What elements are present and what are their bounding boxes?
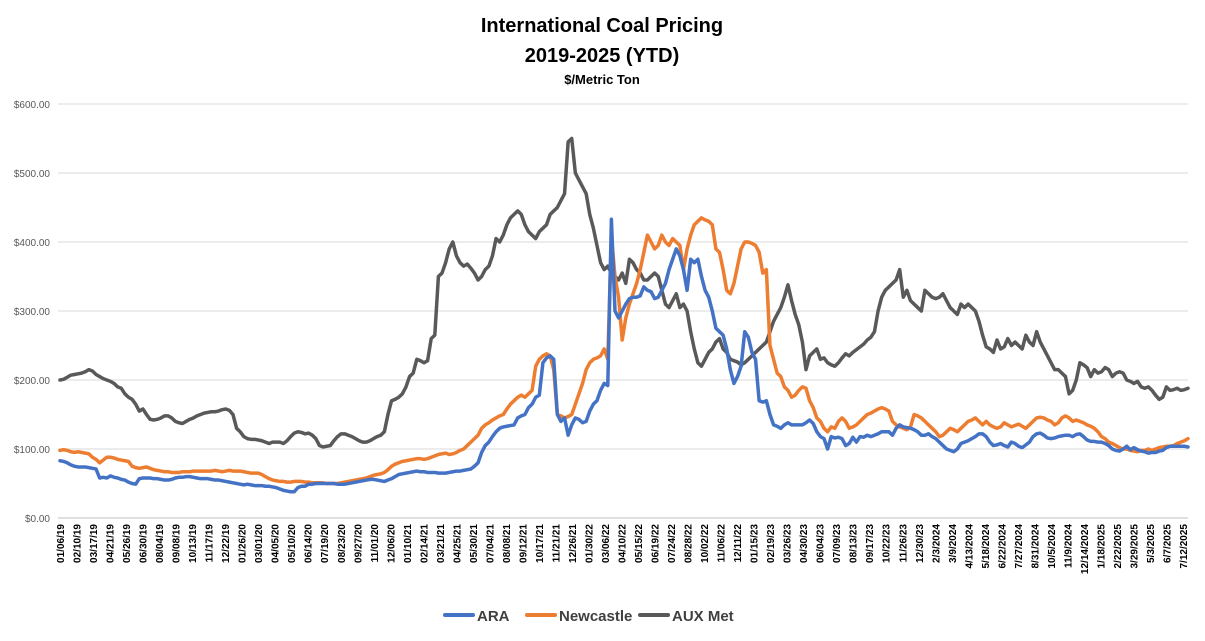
series-line-aux-met (58, 136, 1190, 449)
x-tick-label: 03/21/21 (436, 524, 447, 563)
x-tick-label: 08/04/19 (155, 524, 166, 563)
x-tick-label: 01/06/19 (56, 524, 67, 563)
x-tick-label: 08/28/22 (684, 524, 695, 563)
x-tick-label: 09/27/20 (353, 524, 364, 563)
x-tick-label: 04/21/19 (106, 524, 117, 563)
x-tick-label: 12/30/23 (915, 524, 926, 563)
x-tick-label: 11/21/21 (551, 524, 562, 563)
x-tick-label: 11/26/23 (898, 524, 909, 563)
x-tick-label: 04/30/23 (799, 524, 810, 563)
chart-subtitle: 2019-2025 (YTD) (525, 45, 680, 67)
x-tick-label: 7/12/2025 (1179, 524, 1190, 569)
x-tick-label: 11/06/22 (717, 524, 728, 563)
x-tick-label: 02/10/19 (73, 524, 84, 563)
x-tick-label: 06/19/22 (651, 524, 662, 563)
x-tick-label: 3/9/2024 (948, 524, 959, 563)
x-tick-label: 05/30/21 (469, 524, 480, 563)
x-tick-label: 10/17/21 (535, 524, 546, 563)
series-lines (58, 136, 1190, 494)
x-tick-label: 05/10/20 (287, 524, 298, 563)
x-tick-label: 3/29/2025 (1129, 524, 1140, 569)
x-tick-label: 11/9/2024 (1063, 524, 1074, 568)
x-tick-label: 03/06/22 (601, 524, 612, 563)
x-tick-label: 04/05/20 (271, 524, 282, 563)
x-tick-label: 10/5/2024 (1047, 524, 1058, 569)
y-tick-label: $200.00 (14, 376, 51, 387)
x-tick-label: 08/23/20 (337, 524, 348, 563)
x-tick-label: 2/22/2025 (1113, 524, 1124, 569)
x-tick-label: 12/22/19 (221, 524, 232, 563)
x-tick-label: 10/13/19 (188, 524, 199, 563)
x-axis-ticks: 01/06/19 02/10/19 03/17/19 04/21/19 05/26/19… (56, 524, 1190, 575)
chart-title: International Coal Pricing (481, 15, 723, 37)
x-tick-label: 11/01/20 (370, 524, 381, 563)
x-tick-label: 03/17/19 (89, 524, 100, 563)
x-tick-label: 4/13/2024 (964, 524, 975, 569)
x-tick-label: 7/27/2024 (1014, 524, 1025, 569)
x-tick-label: 5/3/2025 (1146, 524, 1157, 563)
legend-label: ARA (477, 608, 510, 625)
x-tick-label: 1/18/2025 (1096, 524, 1107, 569)
x-tick-label: 01/30/22 (584, 524, 595, 563)
series-line-newcastle (58, 216, 1190, 486)
chart-unit-label: $/Metric Ton (564, 72, 640, 87)
x-tick-label: 09/17/23 (865, 524, 876, 563)
x-tick-label: 01/26/20 (238, 524, 249, 563)
x-tick-label: 07/19/20 (320, 524, 331, 563)
x-tick-label: 06/30/19 (139, 524, 150, 563)
x-tick-label: 03/01/20 (254, 524, 265, 563)
x-tick-label: 05/15/22 (634, 524, 645, 563)
y-tick-label: $100.00 (14, 445, 51, 456)
x-tick-label: 08/08/21 (502, 524, 513, 563)
x-tick-label: 8/31/2024 (1030, 524, 1041, 569)
x-tick-label: 2/3/2024 (931, 524, 942, 563)
x-tick-label: 01/15/23 (750, 524, 761, 563)
y-axis-ticks: $0.00 $100.00 $200.00 $300.00 $400.00 $500.00… (14, 100, 51, 525)
legend: ARA Newcastle AUX Met (443, 608, 734, 625)
x-tick-label: 06/14/20 (304, 524, 315, 563)
x-tick-label: 06/04/23 (816, 524, 827, 563)
x-tick-label: 04/10/22 (618, 524, 629, 563)
x-tick-label: 11/17/19 (205, 524, 216, 563)
x-tick-label: 12/14/2024 (1080, 524, 1091, 574)
x-tick-label: 12/06/20 (386, 524, 397, 563)
x-tick-label: 05/26/19 (122, 524, 133, 563)
x-tick-label: 6/22/2024 (997, 524, 1008, 569)
x-tick-label: 08/13/23 (849, 524, 860, 563)
x-tick-label: 12/26/21 (568, 524, 579, 563)
y-tick-label: $0.00 (25, 514, 50, 525)
y-tick-label: $500.00 (14, 169, 51, 180)
x-tick-label: 5/18/2024 (981, 524, 992, 569)
legend-label: AUX Met (672, 608, 734, 625)
x-tick-label: 09/12/21 (518, 524, 529, 563)
legend-label: Newcastle (559, 608, 632, 625)
series-line-ara (58, 217, 1190, 494)
x-tick-label: 04/25/21 (452, 524, 463, 563)
x-tick-label: 07/04/21 (485, 524, 496, 563)
x-tick-label: 03/26/23 (783, 524, 794, 563)
y-tick-label: $300.00 (14, 307, 51, 318)
x-tick-label: 02/14/21 (419, 524, 430, 563)
x-tick-label: 01/10/21 (403, 524, 414, 563)
x-tick-label: 6/7/2025 (1162, 524, 1173, 563)
x-tick-label: 07/24/22 (667, 524, 678, 563)
x-tick-label: 10/22/23 (882, 524, 893, 563)
gridlines (58, 103, 1188, 519)
x-tick-label: 02/19/23 (766, 524, 777, 563)
x-tick-label: 12/11/22 (733, 524, 744, 563)
x-tick-label: 10/02/22 (700, 524, 711, 563)
y-tick-label: $600.00 (14, 100, 51, 111)
y-tick-label: $400.00 (14, 238, 51, 249)
x-tick-label: 09/08/19 (172, 524, 183, 563)
x-tick-label: 07/09/23 (832, 524, 843, 563)
